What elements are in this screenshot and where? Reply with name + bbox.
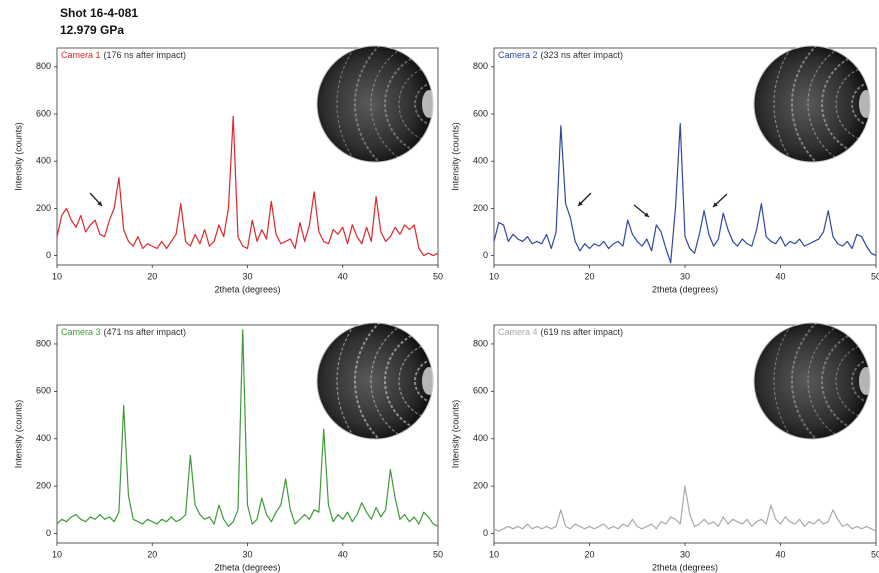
disc [753, 45, 871, 163]
diffraction-image [753, 322, 871, 440]
x-tick-label: 50 [433, 549, 443, 559]
x-axis-label: 2theta (degrees) [652, 284, 718, 294]
y-tick-label: 0 [483, 528, 488, 538]
disc [316, 45, 434, 163]
ring [354, 46, 433, 162]
y-axis-label: Intensity (counts) [13, 400, 23, 469]
ring [807, 46, 870, 162]
y-tick-label: 800 [36, 338, 51, 348]
y-axis-label: Intensity (counts) [13, 122, 23, 191]
y-tick-label: 600 [36, 386, 51, 396]
pressure-label: 12.979 GPa [60, 23, 124, 37]
data-line [493, 485, 877, 532]
beam-stop [422, 367, 433, 395]
y-tick-label: 200 [36, 203, 51, 213]
x-tick-label: 30 [242, 271, 252, 281]
x-tick-label: 10 [52, 549, 62, 559]
y-tick-label: 600 [473, 108, 488, 118]
x-tick-label: 10 [52, 271, 62, 281]
x-tick-label: 30 [242, 549, 252, 559]
beam-stop [859, 367, 870, 395]
y-tick-label: 200 [36, 481, 51, 491]
arrow-head [578, 201, 583, 206]
camera-time: (323 ns after impact) [541, 50, 624, 60]
x-axis-label: 2theta (degrees) [652, 562, 718, 572]
disc [316, 322, 434, 440]
rings [336, 323, 433, 439]
x-tick-label: 30 [680, 271, 690, 281]
y-tick-label: 0 [46, 528, 51, 538]
data-line [56, 115, 439, 257]
y-tick-label: 400 [473, 433, 488, 443]
x-tick-label: 10 [489, 271, 499, 281]
disc [753, 322, 871, 440]
x-tick-label: 40 [338, 271, 348, 281]
camera-name: Camera 3 [61, 327, 101, 337]
x-tick-label: 40 [775, 549, 785, 559]
y-tick-label: 0 [46, 250, 51, 260]
diffraction-image [316, 322, 434, 440]
y-tick-label: 600 [473, 386, 488, 396]
x-tick-label: 50 [871, 549, 879, 559]
x-tick-label: 50 [871, 271, 879, 281]
panel-title: Camera 1 (176 ns after impact) [61, 50, 186, 60]
y-tick-label: 200 [473, 203, 488, 213]
arrow-head [713, 202, 718, 207]
camera-name: Camera 4 [498, 327, 538, 337]
ring [791, 323, 870, 439]
y-tick-label: 800 [473, 61, 488, 71]
rings [773, 323, 870, 439]
camera-name: Camera 2 [498, 50, 538, 60]
rings [336, 46, 433, 162]
camera-time: (471 ns after impact) [104, 327, 187, 337]
y-axis-label: Intensity (counts) [450, 122, 460, 191]
y-tick-label: 400 [36, 433, 51, 443]
arrow-head [644, 212, 649, 217]
y-tick-label: 600 [36, 108, 51, 118]
y-tick-label: 0 [483, 250, 488, 260]
ring [807, 323, 870, 439]
x-tick-label: 10 [489, 549, 499, 559]
x-tick-label: 20 [584, 271, 594, 281]
ring [370, 46, 433, 162]
x-tick-label: 30 [680, 549, 690, 559]
x-tick-label: 20 [584, 549, 594, 559]
panel-title: Camera 3 (471 ns after impact) [61, 327, 186, 337]
x-tick-label: 50 [433, 271, 443, 281]
y-tick-label: 400 [473, 156, 488, 166]
y-axis-label: Intensity (counts) [450, 400, 460, 469]
x-tick-label: 20 [147, 271, 157, 281]
ring [370, 323, 433, 439]
shot-label: Shot 16-4-081 [60, 6, 138, 20]
x-tick-label: 40 [775, 271, 785, 281]
ring [791, 46, 870, 162]
arrow-head [97, 201, 102, 206]
y-tick-label: 200 [473, 481, 488, 491]
y-tick-label: 400 [36, 156, 51, 166]
data-line [493, 122, 877, 264]
y-tick-label: 800 [36, 61, 51, 71]
beam-stop [422, 90, 433, 118]
camera-time: (619 ns after impact) [541, 327, 624, 337]
x-axis-label: 2theta (degrees) [214, 284, 280, 294]
rings [773, 46, 870, 162]
diffraction-image [316, 45, 434, 163]
camera-name: Camera 1 [61, 50, 101, 60]
x-axis-label: 2theta (degrees) [214, 562, 280, 572]
x-tick-label: 20 [147, 549, 157, 559]
panel-title: Camera 2 (323 ns after impact) [498, 50, 623, 60]
x-tick-label: 40 [338, 549, 348, 559]
ring [354, 323, 433, 439]
beam-stop [859, 90, 870, 118]
data-line [56, 329, 439, 528]
camera-time: (176 ns after impact) [104, 50, 187, 60]
diffraction-image [753, 45, 871, 163]
y-tick-label: 800 [473, 338, 488, 348]
panel-title: Camera 4 (619 ns after impact) [498, 327, 623, 337]
